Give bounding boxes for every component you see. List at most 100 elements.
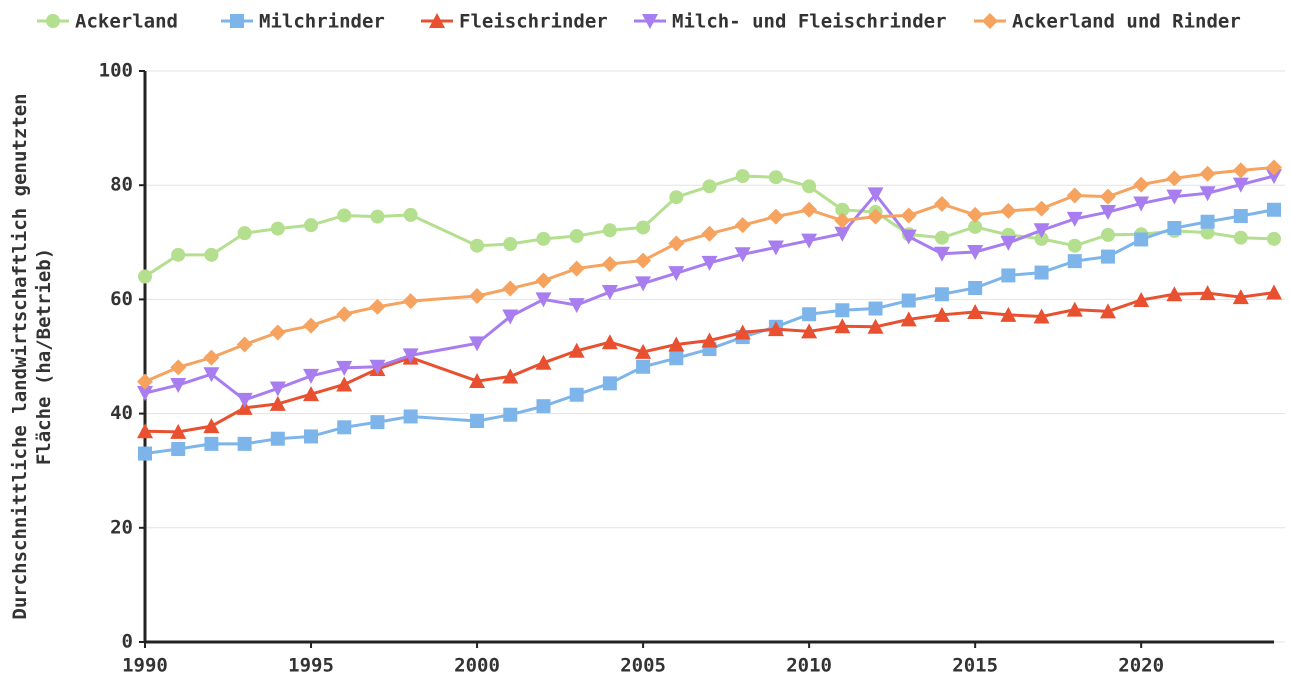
legend-label: Fleischrinder	[459, 11, 608, 33]
marker	[535, 292, 552, 308]
marker	[768, 170, 783, 185]
marker	[1133, 176, 1150, 193]
marker	[1166, 189, 1183, 205]
series-line	[144, 208, 1275, 456]
y-tick-label: 20	[110, 516, 133, 538]
marker	[237, 226, 252, 241]
marker	[1267, 231, 1281, 246]
series-line	[144, 174, 1275, 278]
marker	[734, 217, 751, 234]
marker	[1133, 291, 1150, 307]
marker	[1199, 285, 1216, 301]
series-line	[144, 166, 1275, 384]
marker	[137, 386, 153, 402]
marker	[834, 212, 851, 229]
marker	[138, 269, 152, 284]
y-axis-label-line: Durchschnittliche landwirtschaftlich gen…	[9, 93, 31, 619]
legend-marker	[46, 14, 60, 28]
marker	[568, 342, 585, 358]
marker	[403, 207, 418, 222]
marker	[1000, 235, 1017, 251]
marker	[503, 237, 518, 252]
marker	[867, 208, 884, 225]
marker	[369, 359, 386, 375]
marker	[269, 381, 286, 397]
y-tick-label: 40	[110, 402, 133, 424]
marker	[635, 252, 652, 269]
legend-label: Ackerland	[75, 11, 178, 33]
marker	[900, 207, 917, 224]
marker	[402, 348, 419, 364]
marker	[269, 324, 286, 341]
marker	[1099, 303, 1116, 319]
marker	[1066, 187, 1083, 204]
marker	[1033, 223, 1050, 239]
marker	[502, 368, 519, 384]
marker	[601, 284, 618, 300]
marker	[1166, 286, 1183, 302]
marker	[1099, 188, 1116, 205]
marker	[1000, 202, 1017, 219]
marker	[767, 240, 784, 256]
marker	[502, 280, 519, 297]
marker	[568, 260, 585, 277]
marker	[701, 332, 718, 348]
marker	[1067, 238, 1082, 253]
marker	[304, 429, 319, 444]
marker	[1266, 159, 1282, 176]
marker	[370, 209, 385, 224]
x-tick-label: 2005	[620, 655, 666, 677]
legend-label: Milch- und Fleischrinder	[672, 11, 947, 33]
marker	[967, 206, 984, 223]
marker	[270, 431, 285, 446]
marker	[170, 423, 187, 439]
marker	[236, 336, 253, 353]
marker	[1000, 306, 1017, 322]
marker	[569, 387, 584, 402]
marker	[1166, 170, 1183, 187]
marker	[701, 225, 718, 242]
y-axis-label-line: Fläche (ha/Betrieb)	[33, 248, 55, 465]
marker	[470, 238, 485, 253]
marker	[1133, 196, 1150, 212]
legend-marker	[642, 14, 658, 29]
marker	[370, 415, 385, 430]
marker	[204, 436, 219, 451]
marker	[635, 343, 652, 359]
marker	[337, 420, 352, 435]
marker	[503, 407, 518, 422]
marker	[968, 280, 983, 295]
marker	[137, 373, 153, 390]
x-tick-label: 2000	[454, 655, 500, 677]
marker	[933, 196, 950, 213]
marker	[1232, 177, 1249, 193]
x-tick-label: 1995	[288, 655, 334, 677]
marker	[502, 309, 519, 325]
marker	[303, 368, 320, 384]
marker	[1200, 214, 1215, 229]
marker	[1233, 209, 1248, 224]
marker	[203, 349, 220, 366]
x-tick-label: 1990	[122, 655, 168, 677]
marker	[336, 360, 353, 376]
marker	[801, 201, 818, 218]
marker	[968, 219, 983, 234]
marker	[171, 247, 186, 262]
marker	[636, 220, 651, 235]
marker	[237, 436, 252, 451]
marker	[236, 392, 253, 408]
marker	[867, 318, 884, 334]
marker	[934, 230, 949, 245]
y-axis-label: Durchschnittliche landwirtschaftlich gen…	[9, 93, 55, 619]
marker	[933, 246, 950, 262]
marker	[1266, 284, 1282, 300]
marker	[801, 323, 818, 339]
marker	[469, 373, 486, 389]
marker	[303, 317, 320, 334]
marker	[1200, 225, 1215, 240]
marker	[535, 272, 552, 289]
marker	[1033, 308, 1050, 324]
y-tick-label: 0	[122, 631, 133, 653]
legend-marker	[982, 13, 998, 29]
marker	[967, 245, 984, 261]
